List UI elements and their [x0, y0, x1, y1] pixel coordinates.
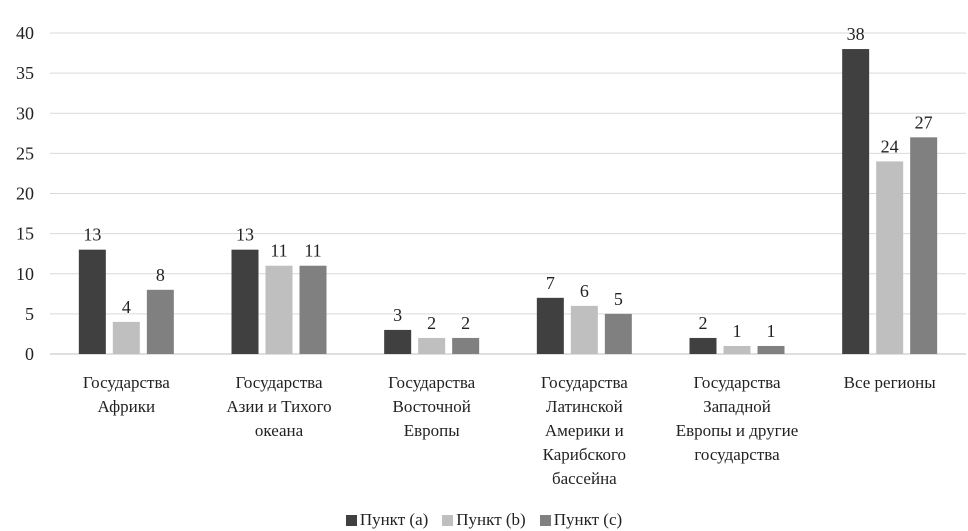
data-label: 1	[767, 321, 776, 341]
data-label: 24	[881, 136, 899, 156]
bar	[452, 337, 480, 354]
bar	[299, 265, 327, 354]
y-tick-label: 25	[16, 143, 34, 163]
x-tick-label: океана	[255, 421, 304, 440]
x-tick-label: Латинской	[546, 397, 623, 416]
data-label: 2	[427, 313, 436, 333]
x-tick-label: Восточной	[393, 397, 471, 416]
legend-label-c: Пункт (c)	[553, 510, 623, 529]
data-label: 6	[580, 281, 589, 301]
data-label: 5	[614, 289, 623, 309]
data-label: 13	[236, 225, 254, 245]
y-tick-label: 30	[16, 103, 34, 123]
bar	[842, 49, 870, 355]
x-tick-label: Государства	[83, 373, 170, 392]
data-label: 2	[699, 313, 708, 333]
x-tick-label: Все регионы	[844, 373, 937, 392]
bar	[418, 337, 446, 354]
y-tick-label: 40	[16, 23, 34, 43]
chart-legend: Пункт (a) Пункт (b) Пункт (c)	[0, 509, 968, 531]
x-tick-label: Азии и Тихого	[226, 397, 331, 416]
bar	[146, 289, 174, 354]
legend-label-a: Пункт (a)	[359, 510, 429, 529]
y-tick-label: 0	[25, 344, 34, 364]
legend-label-b: Пункт (b)	[456, 510, 526, 529]
y-tick-label: 5	[25, 304, 34, 324]
legend-swatch-a	[345, 514, 357, 526]
y-tick-label: 10	[16, 264, 34, 284]
data-label: 3	[393, 305, 402, 325]
bar	[536, 297, 564, 354]
bar	[689, 337, 717, 354]
legend-swatch-b	[442, 514, 454, 526]
bar	[570, 305, 598, 354]
data-label: 11	[270, 241, 287, 261]
x-tick-label: Государства	[388, 373, 475, 392]
bar	[231, 249, 259, 354]
x-tick-label: Америки и	[545, 421, 624, 440]
bar	[78, 249, 106, 354]
x-tick-label: Карибского	[543, 445, 626, 464]
bar	[265, 265, 293, 354]
bar	[910, 137, 938, 354]
data-label: 13	[83, 225, 101, 245]
legend-item-a: Пункт (a)	[345, 510, 429, 530]
y-tick-label: 15	[16, 224, 34, 244]
x-tick-label: Африки	[98, 397, 156, 416]
bar	[876, 161, 904, 354]
x-tick-label: бассейна	[552, 469, 617, 488]
legend-item-c: Пункт (c)	[539, 510, 623, 530]
bar	[723, 345, 751, 354]
x-tick-label: Европы и другие	[676, 421, 799, 440]
x-tick-label: Западной	[703, 397, 771, 416]
data-label: 1	[733, 321, 742, 341]
bar	[384, 329, 412, 354]
bar	[604, 313, 632, 354]
x-tick-label: Государства	[235, 373, 322, 392]
y-tick-label: 35	[16, 63, 34, 83]
bar-chart: 05101520253035401348ГосударстваАфрики131…	[16, 23, 966, 488]
legend-swatch-c	[539, 514, 551, 526]
data-label: 8	[156, 265, 165, 285]
x-tick-label: Государства	[541, 373, 628, 392]
data-label: 4	[122, 297, 131, 317]
data-label: 7	[546, 273, 555, 293]
data-label: 38	[847, 24, 865, 44]
y-tick-label: 20	[16, 184, 34, 204]
x-tick-label: Государства	[693, 373, 780, 392]
data-label: 11	[304, 241, 321, 261]
data-label: 2	[461, 313, 470, 333]
x-tick-label: Европы	[404, 421, 461, 440]
bar	[757, 345, 785, 354]
legend-item-b: Пункт (b)	[442, 510, 526, 530]
bar	[112, 321, 140, 354]
x-tick-label: государства	[694, 445, 780, 464]
data-label: 27	[915, 112, 933, 132]
